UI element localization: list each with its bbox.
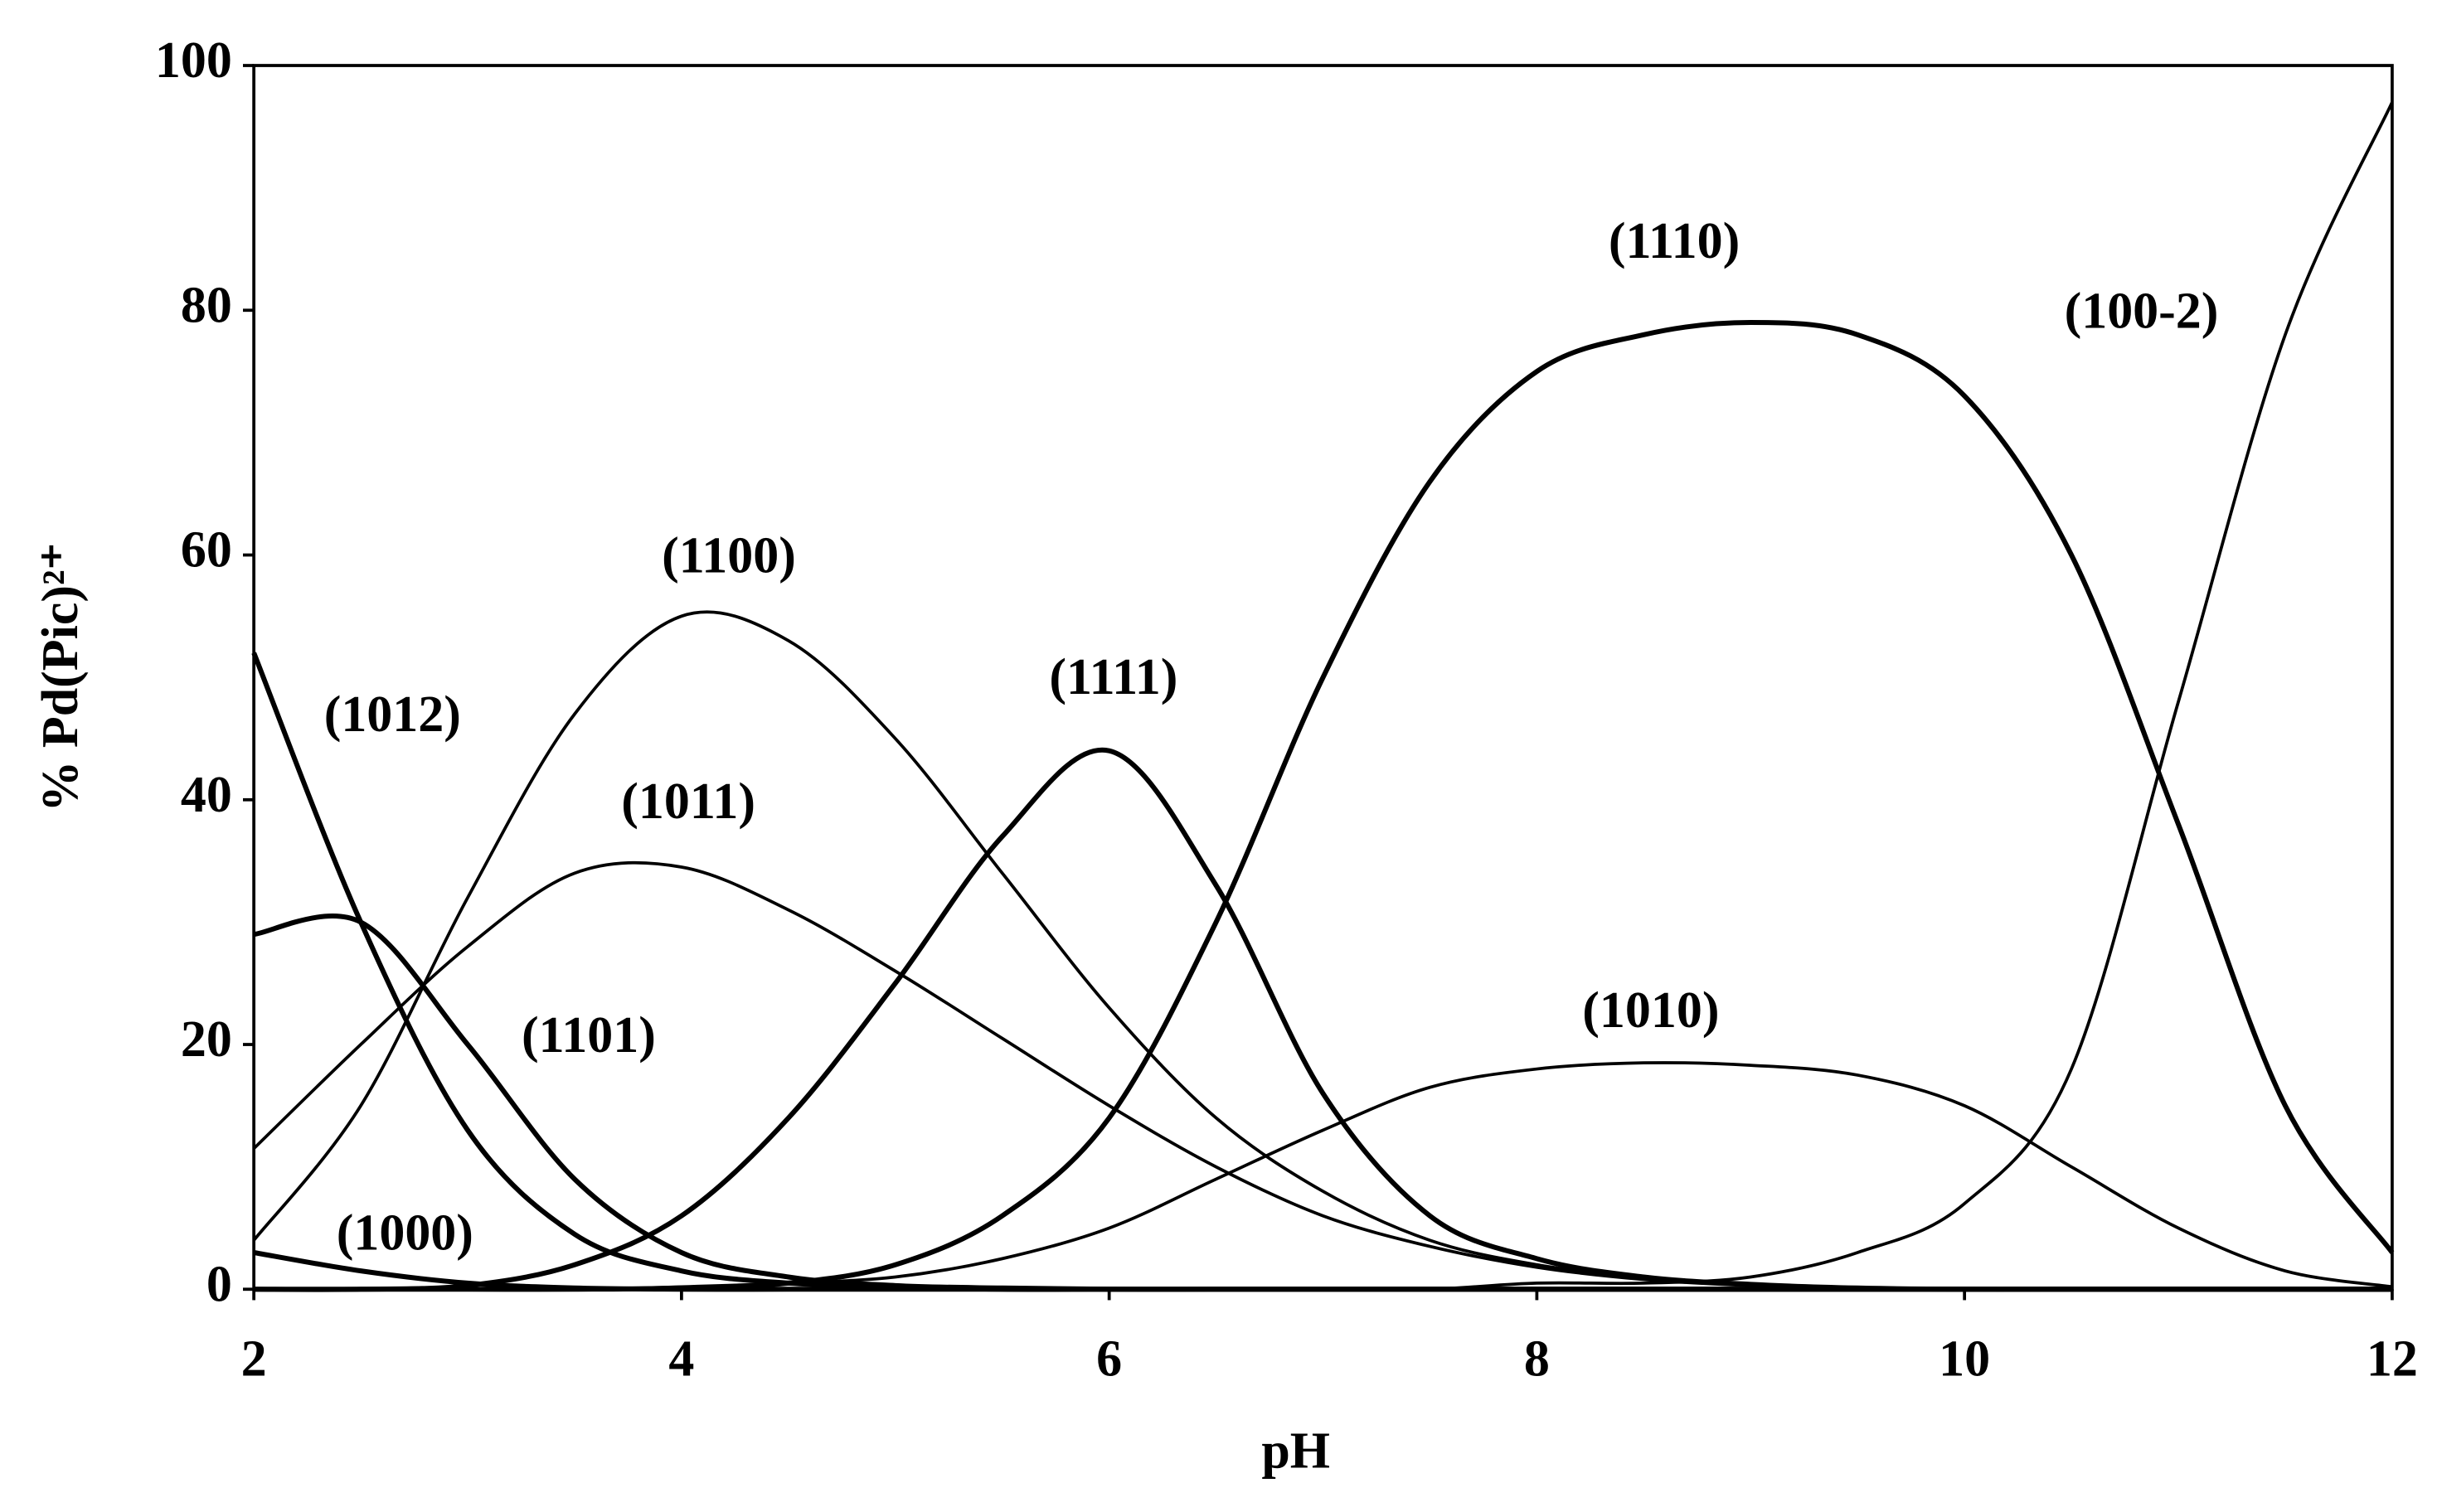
x-tick-label: 6 — [1096, 1331, 1122, 1388]
series-label: (1012) — [324, 686, 461, 743]
series-label: (1011) — [621, 773, 755, 830]
series-label: (1110) — [1609, 213, 1740, 269]
x-tick-label: 10 — [1939, 1331, 1990, 1388]
x-tick-label: 4 — [668, 1331, 694, 1388]
y-tick-label: 0 — [206, 1256, 232, 1312]
y-tick-label: 60 — [181, 522, 232, 579]
y-tick-label: 100 — [155, 32, 232, 89]
series-label: (100-2) — [2065, 284, 2219, 340]
series-label: (1000) — [337, 1205, 473, 1262]
series-label: (1010) — [1582, 982, 1719, 1039]
series-label: (1111) — [1049, 649, 1177, 705]
x-axis-label: pH — [1261, 1422, 1330, 1479]
x-tick-label: 2 — [241, 1331, 267, 1388]
series-line — [254, 747, 2392, 1292]
x-tick-label: 12 — [2367, 1331, 2418, 1388]
series-label: (1101) — [522, 1007, 656, 1064]
y-tick-label: 80 — [181, 277, 232, 333]
y-axis-label: % Pd(Pic)²⁺ — [32, 543, 89, 812]
series-line — [254, 101, 2394, 1292]
y-tick-label: 20 — [181, 1011, 232, 1068]
series-label: (1100) — [662, 528, 796, 584]
y-tick-label: 40 — [181, 767, 232, 823]
x-tick-label: 8 — [1524, 1331, 1550, 1388]
